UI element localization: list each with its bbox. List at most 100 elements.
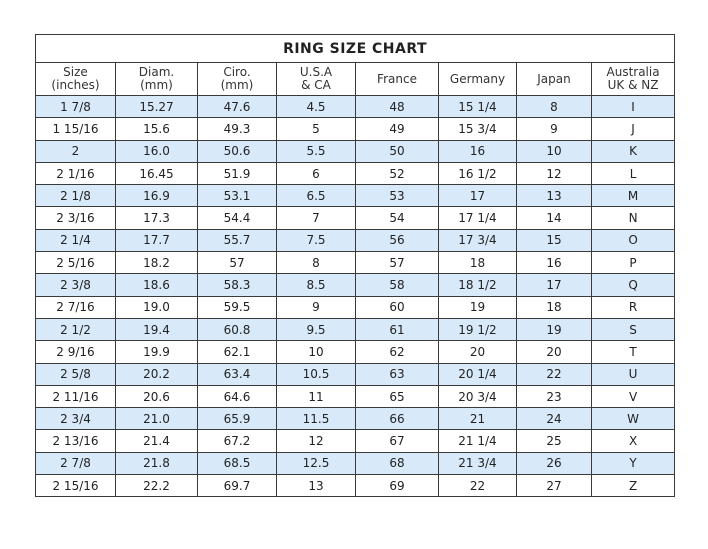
cell-france: 60 [355, 295, 439, 319]
cell-diameter-mm: 18.6 [115, 273, 198, 297]
cell-diameter-mm: 21.4 [115, 429, 198, 453]
cell-usa-ca: 9.5 [276, 317, 356, 342]
cell-germany: 21 3/4 [438, 451, 517, 476]
cell-usa-ca: 9 [276, 295, 356, 319]
cell-germany: 18 [438, 251, 517, 275]
header-line: France [377, 71, 417, 86]
cell-usa-ca: 10 [276, 340, 356, 364]
cell-diameter-mm: 22.2 [115, 474, 198, 498]
cell-france: 66 [355, 407, 439, 431]
cell-size-inches: 2 15/16 [35, 474, 116, 498]
cell-germany: 15 1/4 [438, 94, 517, 119]
cell-diameter-mm: 20.6 [115, 384, 198, 409]
cell-france: 63 [355, 362, 439, 386]
cell-germany: 22 [438, 474, 517, 498]
cell-australia-uk-nz: P [590, 251, 676, 275]
cell-circumference-mm: 47.6 [197, 94, 277, 119]
cell-germany: 20 [438, 340, 517, 364]
cell-circumference-mm: 51.9 [197, 161, 277, 186]
cell-circumference-mm: 67.2 [197, 429, 277, 453]
cell-france: 50 [355, 139, 439, 163]
cell-usa-ca: 6.5 [276, 184, 356, 208]
cell-japan: 12 [516, 161, 592, 186]
cell-australia-uk-nz: O [590, 228, 676, 253]
cell-germany: 21 [438, 407, 517, 431]
header-usa-ca: U.S.A & CA [276, 62, 356, 96]
cell-france: 62 [355, 340, 439, 364]
cell-australia-uk-nz: L [590, 161, 676, 186]
cell-diameter-mm: 19.0 [115, 295, 198, 319]
cell-diameter-mm: 16.0 [115, 139, 198, 163]
header-line: (mm) [220, 78, 254, 92]
cell-diameter-mm: 16.9 [115, 184, 198, 208]
header-australia-uk-nz: Australia UK & NZ [590, 62, 676, 96]
cell-japan: 14 [516, 206, 592, 230]
cell-germany: 21 1/4 [438, 429, 517, 453]
header-line: Diam. [138, 65, 175, 79]
cell-france: 57 [355, 251, 439, 275]
cell-australia-uk-nz: Q [590, 273, 676, 297]
cell-france: 69 [355, 474, 439, 498]
cell-circumference-mm: 60.8 [197, 317, 277, 342]
cell-japan: 9 [516, 117, 592, 141]
cell-japan: 25 [516, 429, 592, 453]
cell-circumference-mm: 53.1 [197, 184, 277, 208]
cell-france: 49 [355, 117, 439, 141]
cell-usa-ca: 4.5 [276, 94, 356, 119]
cell-size-inches: 2 1/8 [35, 184, 116, 208]
cell-japan: 15 [516, 228, 592, 253]
cell-japan: 17 [516, 273, 592, 297]
header-line: Ciro. [223, 65, 251, 79]
cell-germany: 16 [438, 139, 517, 163]
header-line: & CA [301, 78, 331, 92]
header-diameter-mm: Diam. (mm) [115, 62, 198, 96]
cell-size-inches: 2 5/8 [35, 362, 116, 386]
cell-australia-uk-nz: J [590, 117, 676, 141]
cell-australia-uk-nz: X [590, 429, 676, 453]
cell-germany: 15 3/4 [438, 117, 517, 141]
cell-diameter-mm: 17.7 [115, 228, 198, 253]
table-row: 2 15/16 22.2 69.7 13 69 22 27 Z [35, 474, 676, 498]
cell-usa-ca: 12.5 [276, 451, 356, 476]
table-row: 2 1/2 19.4 60.8 9.5 61 19 1/2 19 S [35, 317, 676, 342]
header-size-inches: Size (inches) [35, 62, 116, 96]
table-row: 2 13/16 21.4 67.2 12 67 21 1/4 25 X [35, 429, 676, 453]
header-row: Size (inches) Diam. (mm) Ciro. (mm) U.S.A & CA F… [35, 62, 676, 96]
cell-usa-ca: 10.5 [276, 362, 356, 386]
cell-france: 61 [355, 317, 439, 342]
cell-japan: 27 [516, 474, 592, 498]
cell-usa-ca: 6 [276, 161, 356, 186]
table-row: 2 3/4 21.0 65.9 11.5 66 21 24 W [35, 407, 676, 431]
cell-germany: 18 1/2 [438, 273, 517, 297]
table-row: 2 7/16 19.0 59.5 9 60 19 18 R [35, 295, 676, 319]
cell-circumference-mm: 57 [197, 251, 277, 275]
cell-japan: 8 [516, 94, 592, 119]
cell-size-inches: 2 13/16 [35, 429, 116, 453]
cell-usa-ca: 8.5 [276, 273, 356, 297]
cell-germany: 17 1/4 [438, 206, 517, 230]
cell-diameter-mm: 19.9 [115, 340, 198, 364]
table-row: 2 7/8 21.8 68.5 12.5 68 21 3/4 26 Y [35, 451, 676, 476]
cell-japan: 16 [516, 251, 592, 275]
cell-france: 65 [355, 384, 439, 409]
table-row: 2 9/16 19.9 62.1 10 62 20 20 T [35, 340, 676, 364]
cell-size-inches: 2 7/8 [35, 451, 116, 476]
cell-usa-ca: 12 [276, 429, 356, 453]
cell-diameter-mm: 21.0 [115, 407, 198, 431]
cell-circumference-mm: 54.4 [197, 206, 277, 230]
cell-japan: 26 [516, 451, 592, 476]
cell-size-inches: 2 [35, 139, 116, 163]
cell-diameter-mm: 16.45 [115, 161, 198, 186]
cell-circumference-mm: 68.5 [197, 451, 277, 476]
cell-australia-uk-nz: K [590, 139, 676, 163]
cell-usa-ca: 7.5 [276, 228, 356, 253]
table-row: 1 15/16 15.6 49.3 5 49 15 3/4 9 J [35, 117, 676, 141]
cell-france: 68 [355, 451, 439, 476]
cell-japan: 10 [516, 139, 592, 163]
table-row: 2 5/8 20.2 63.4 10.5 63 20 1/4 22 U [35, 362, 676, 386]
cell-usa-ca: 7 [276, 206, 356, 230]
cell-france: 48 [355, 94, 439, 119]
table-row: 2 3/16 17.3 54.4 7 54 17 1/4 14 N [35, 206, 676, 230]
table-row: 2 1/16 16.45 51.9 6 52 16 1/2 12 L [35, 161, 676, 186]
cell-japan: 22 [516, 362, 592, 386]
